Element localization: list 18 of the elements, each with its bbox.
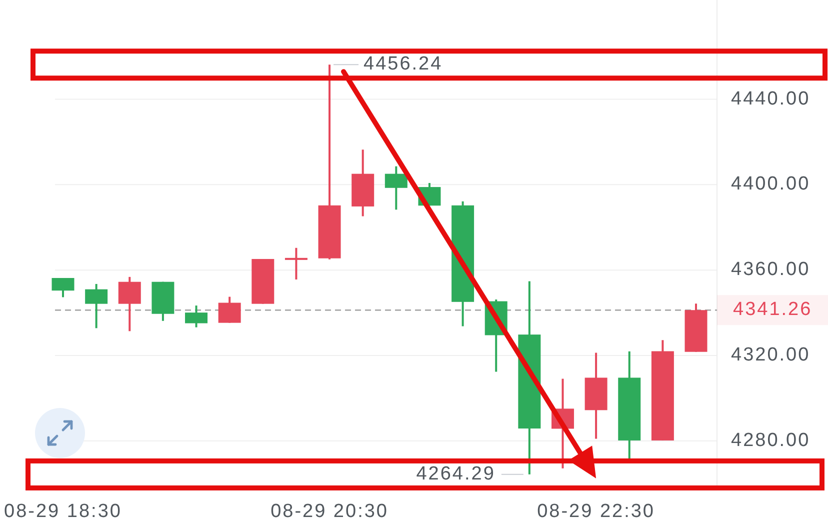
y-tick-label: 4280.00 xyxy=(731,430,810,451)
candlestick xyxy=(218,296,241,324)
y-tick-label: 4440.00 xyxy=(731,88,810,110)
candlestick xyxy=(384,165,408,211)
y-tick-label: 4400.00 xyxy=(731,174,810,195)
y-tick-label: 4320.00 xyxy=(731,344,810,366)
candlestick xyxy=(284,246,308,280)
annotation: 4456.24 xyxy=(364,54,443,75)
candlestick xyxy=(85,282,108,330)
x-tick-label: 08-29 22:30 xyxy=(537,501,656,522)
candlestick xyxy=(185,304,208,328)
annotation: 4264.29 xyxy=(416,463,496,484)
ref-line-label: 4341.26 xyxy=(733,299,812,320)
y-tick-label: 4360.00 xyxy=(731,259,810,280)
candlestick xyxy=(118,276,141,332)
candlestick xyxy=(52,276,74,298)
x-tick-label: 08-29 20:30 xyxy=(270,501,388,522)
x-tick-label: 08-29 18:30 xyxy=(4,501,122,522)
